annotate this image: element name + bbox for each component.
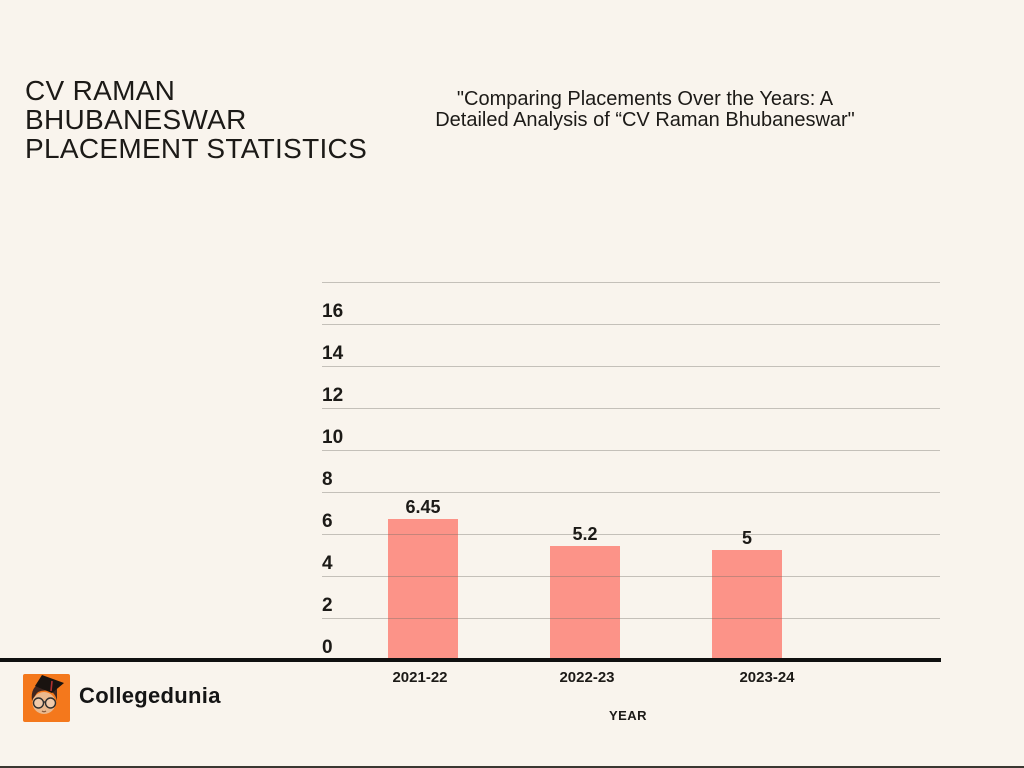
- logo-glasses-right: [44, 697, 57, 709]
- x-tick-label: 2022-23: [559, 669, 615, 686]
- brand-footer: Collegedunia: [23, 674, 221, 722]
- x-tick-label: 2021-22: [392, 669, 448, 686]
- y-tick-label: 0: [322, 637, 333, 658]
- gridline: [322, 408, 940, 409]
- y-tick-label: 2: [322, 595, 333, 616]
- bar-value-label: 5: [741, 528, 752, 548]
- collegedunia-logo: [23, 674, 70, 722]
- logo-tassel: [50, 680, 53, 692]
- y-tick-label: 8: [322, 469, 333, 490]
- gridline: [322, 366, 940, 367]
- x-axis-line: [0, 658, 941, 662]
- gridline: [322, 618, 940, 619]
- logo-mouth: [41, 710, 47, 713]
- x-tick-label: 2023-24: [739, 669, 795, 686]
- gridline: [322, 282, 940, 283]
- y-tick-label: 6: [322, 511, 333, 532]
- page-subtitle: "Comparing Placements Over the Years: A …: [435, 88, 855, 131]
- gridline: [322, 534, 940, 535]
- y-tick-label: 14: [322, 343, 344, 364]
- bottom-edge-line: [0, 766, 1024, 768]
- x-axis-title: YEAR: [608, 708, 648, 723]
- logo-grad-cap: [35, 675, 64, 693]
- brand-name: Collegedunia: [79, 683, 221, 708]
- page-title: CV RAMAN BHUBANESWAR PLACEMENT STATISTIC…: [25, 75, 368, 164]
- bar-value-label: 5.2: [572, 524, 598, 544]
- bar: [388, 519, 458, 658]
- y-tick-label: 4: [322, 553, 333, 574]
- gridline: [322, 324, 940, 325]
- y-tick-label: 12: [322, 385, 344, 406]
- y-tick-label: 16: [322, 301, 344, 322]
- gridline: [322, 450, 940, 451]
- gridline: [322, 576, 940, 577]
- bar-value-label: 6.45: [405, 497, 441, 517]
- bar: [550, 546, 620, 658]
- y-tick-label: 10: [322, 427, 344, 448]
- gridline: [322, 492, 940, 493]
- logo-glasses-left: [32, 697, 45, 709]
- bar: [712, 550, 782, 658]
